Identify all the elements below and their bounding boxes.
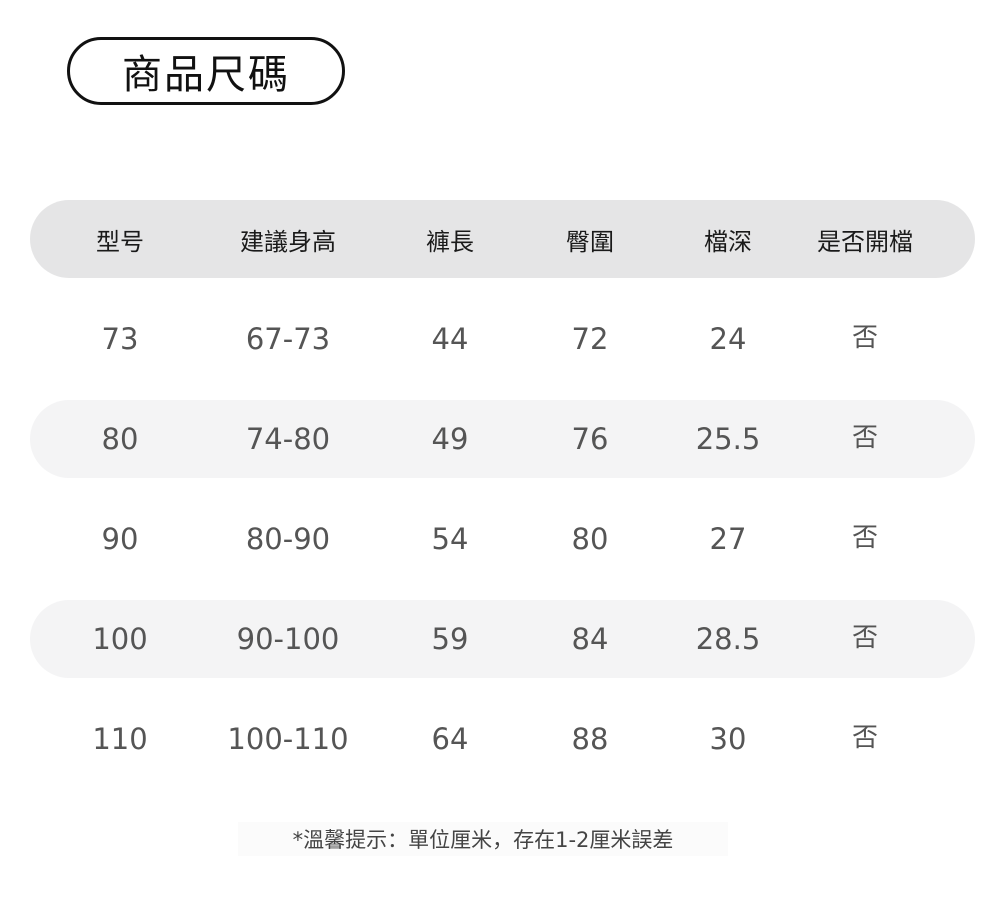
table-cell: 28.5 (695, 622, 761, 656)
column-header: 建議身高 (240, 227, 336, 256)
table-cell: 90 (101, 522, 139, 556)
table-cell: 100-110 (227, 722, 349, 756)
table-cell: 90-100 (236, 622, 340, 656)
table-cell: 否 (851, 522, 879, 553)
table-row: 90 80-90 54 80 27 否 (30, 500, 975, 578)
table-cell: 44 (431, 322, 469, 356)
column-header: 臀圍 (566, 227, 614, 256)
table-cell: 72 (571, 322, 609, 356)
table-cell: 67-73 (245, 322, 331, 356)
column-header: 褲長 (426, 227, 474, 256)
table-header: 型号 建議身高 褲長 臀圍 檔深 是否開檔 (30, 200, 975, 278)
table-cell: 73 (101, 322, 139, 356)
table-cell: 88 (571, 722, 609, 756)
table-cell: 80 (101, 422, 139, 456)
table-cell: 25.5 (695, 422, 761, 456)
table-cell: 74-80 (245, 422, 331, 456)
size-note: *溫馨提示：單位厘米，存在1-2厘米誤差 (238, 822, 728, 856)
table-cell: 80-90 (245, 522, 331, 556)
table-cell: 80 (571, 522, 609, 556)
table-cell: 否 (851, 722, 879, 753)
table-cell: 110 (92, 722, 148, 756)
page-title: 商品尺碼 (67, 37, 345, 105)
table-cell: 24 (709, 322, 747, 356)
table-cell: 64 (431, 722, 469, 756)
table-cell: 否 (851, 422, 879, 453)
table-cell: 84 (571, 622, 609, 656)
table-cell: 否 (851, 322, 879, 353)
table-cell: 27 (709, 522, 747, 556)
table-cell: 59 (431, 622, 469, 656)
table-cell: 100 (92, 622, 148, 656)
table-row: 73 67-73 44 72 24 否 (30, 300, 975, 378)
table-cell: 54 (431, 522, 469, 556)
table-row: 80 74-80 49 76 25.5 否 (30, 400, 975, 478)
table-cell: 76 (571, 422, 609, 456)
column-header: 檔深 (704, 227, 752, 256)
column-header: 是否開檔 (817, 227, 913, 256)
table-row: 100 90-100 59 84 28.5 否 (30, 600, 975, 678)
table-cell: 否 (851, 622, 879, 653)
table-cell: 30 (709, 722, 747, 756)
column-header: 型号 (96, 227, 144, 256)
table-row: 110 100-110 64 88 30 否 (30, 700, 975, 778)
table-cell: 49 (431, 422, 469, 456)
